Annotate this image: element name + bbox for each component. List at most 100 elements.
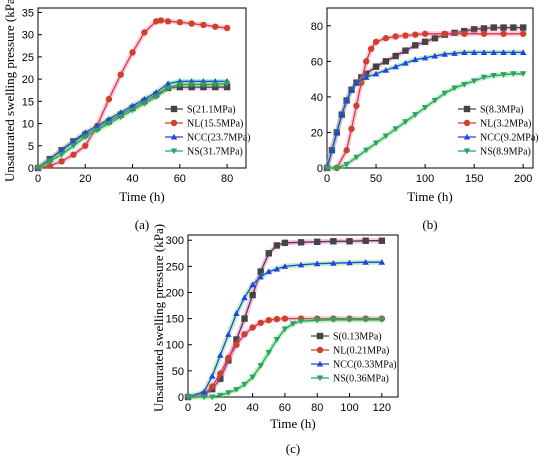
data-point bbox=[164, 80, 172, 87]
data-point bbox=[372, 63, 380, 70]
data-point bbox=[314, 238, 321, 245]
data-point bbox=[363, 58, 370, 65]
legend-marker bbox=[463, 119, 471, 127]
y-tick-label: 35 bbox=[22, 7, 34, 19]
x-axis-title: Time (h) bbox=[407, 189, 452, 204]
data-point bbox=[225, 390, 232, 397]
data-point bbox=[343, 161, 350, 168]
data-point bbox=[421, 30, 429, 37]
x-axis-title: Time (h) bbox=[119, 189, 164, 204]
legend: S(0.13MPa) NL(0.21MPa) NCC(0.33MPa) NS(0.36… bbox=[311, 332, 397, 385]
data-point bbox=[372, 140, 380, 147]
legend-marker bbox=[463, 105, 471, 113]
legend-label: NCC(0.33MPa) bbox=[333, 360, 397, 371]
x-tick-label: 120 bbox=[373, 402, 391, 414]
data-point bbox=[353, 102, 360, 109]
y-tick-label: 60 bbox=[311, 56, 323, 68]
data-point bbox=[281, 326, 289, 333]
series-ns bbox=[184, 317, 386, 401]
x-tick-label: 40 bbox=[126, 173, 138, 185]
legend-marker bbox=[170, 148, 178, 155]
data-point bbox=[58, 147, 65, 153]
legend-marker bbox=[316, 346, 324, 354]
y-tick-label: 40 bbox=[311, 92, 323, 104]
data-point bbox=[105, 120, 113, 127]
data-point bbox=[441, 30, 448, 37]
data-point bbox=[176, 81, 184, 88]
data-point bbox=[392, 126, 399, 133]
legend-marker bbox=[316, 375, 324, 382]
data-point bbox=[273, 315, 281, 323]
data-point bbox=[212, 81, 219, 88]
legend-marker bbox=[316, 332, 324, 340]
data-point bbox=[480, 25, 488, 32]
legend-marker bbox=[316, 360, 324, 367]
data-point bbox=[461, 30, 468, 37]
legend-label: NCC(9.2MPa) bbox=[480, 133, 539, 144]
data-point bbox=[480, 74, 488, 81]
y-tick-label: 25 bbox=[22, 52, 34, 64]
data-point bbox=[200, 81, 207, 88]
data-point bbox=[152, 89, 160, 96]
data-point bbox=[500, 24, 507, 31]
panel-label: (b) bbox=[422, 217, 437, 232]
data-point bbox=[152, 94, 160, 101]
data-point bbox=[461, 49, 468, 56]
data-point bbox=[297, 239, 305, 246]
data-point bbox=[117, 109, 124, 116]
data-point bbox=[70, 143, 77, 149]
data-point bbox=[363, 70, 370, 77]
data-point bbox=[105, 115, 113, 122]
x-tick-label: 0 bbox=[35, 173, 41, 185]
data-point bbox=[412, 56, 419, 63]
x-tick-label: 200 bbox=[514, 173, 532, 185]
y-tick-label: 20 bbox=[311, 127, 323, 139]
data-point bbox=[265, 250, 272, 257]
y-tick-label: 20 bbox=[22, 74, 34, 86]
data-point bbox=[265, 350, 272, 356]
data-point bbox=[164, 18, 172, 25]
data-point bbox=[241, 315, 248, 322]
plot-frame bbox=[326, 7, 534, 169]
data-point bbox=[367, 45, 375, 53]
data-point bbox=[362, 237, 369, 244]
data-point bbox=[273, 242, 281, 249]
data-point bbox=[188, 81, 195, 88]
data-point bbox=[490, 49, 497, 56]
data-point bbox=[500, 30, 507, 37]
y-tick-label: 0 bbox=[317, 163, 323, 175]
data-point bbox=[249, 374, 256, 381]
data-point bbox=[117, 114, 124, 121]
data-point bbox=[273, 336, 281, 343]
data-point bbox=[34, 165, 42, 172]
data-point bbox=[402, 32, 409, 39]
data-point bbox=[480, 30, 488, 37]
y-tick-label: 80 bbox=[311, 21, 323, 33]
data-point bbox=[241, 331, 248, 338]
data-point bbox=[82, 129, 89, 136]
x-tick-label: 20 bbox=[79, 173, 91, 185]
data-point bbox=[164, 85, 172, 92]
data-point bbox=[358, 74, 365, 81]
data-point bbox=[441, 51, 448, 57]
data-point bbox=[314, 317, 321, 324]
data-point bbox=[223, 83, 231, 91]
data-point bbox=[129, 102, 136, 109]
data-point bbox=[412, 112, 419, 118]
data-point bbox=[200, 388, 208, 395]
data-point bbox=[257, 319, 264, 326]
data-point bbox=[129, 107, 136, 114]
legend-label: NL(3.2MPa) bbox=[480, 119, 531, 130]
data-point bbox=[129, 49, 136, 56]
legend-label: NL(15.5MPa) bbox=[187, 119, 243, 130]
chart-panel-2: 0 50 100 150 200 0 20 40 60 80 Time (h) (b) S(8.3MPa… bbox=[311, 7, 539, 232]
data-point bbox=[233, 387, 240, 393]
data-point bbox=[297, 318, 305, 325]
data-point bbox=[510, 24, 517, 31]
data-point bbox=[249, 281, 256, 288]
data-point bbox=[117, 71, 124, 78]
data-point bbox=[58, 152, 65, 158]
data-point bbox=[70, 151, 77, 158]
data-point bbox=[281, 263, 289, 269]
legend-label: S(8.3MPa) bbox=[480, 105, 524, 116]
